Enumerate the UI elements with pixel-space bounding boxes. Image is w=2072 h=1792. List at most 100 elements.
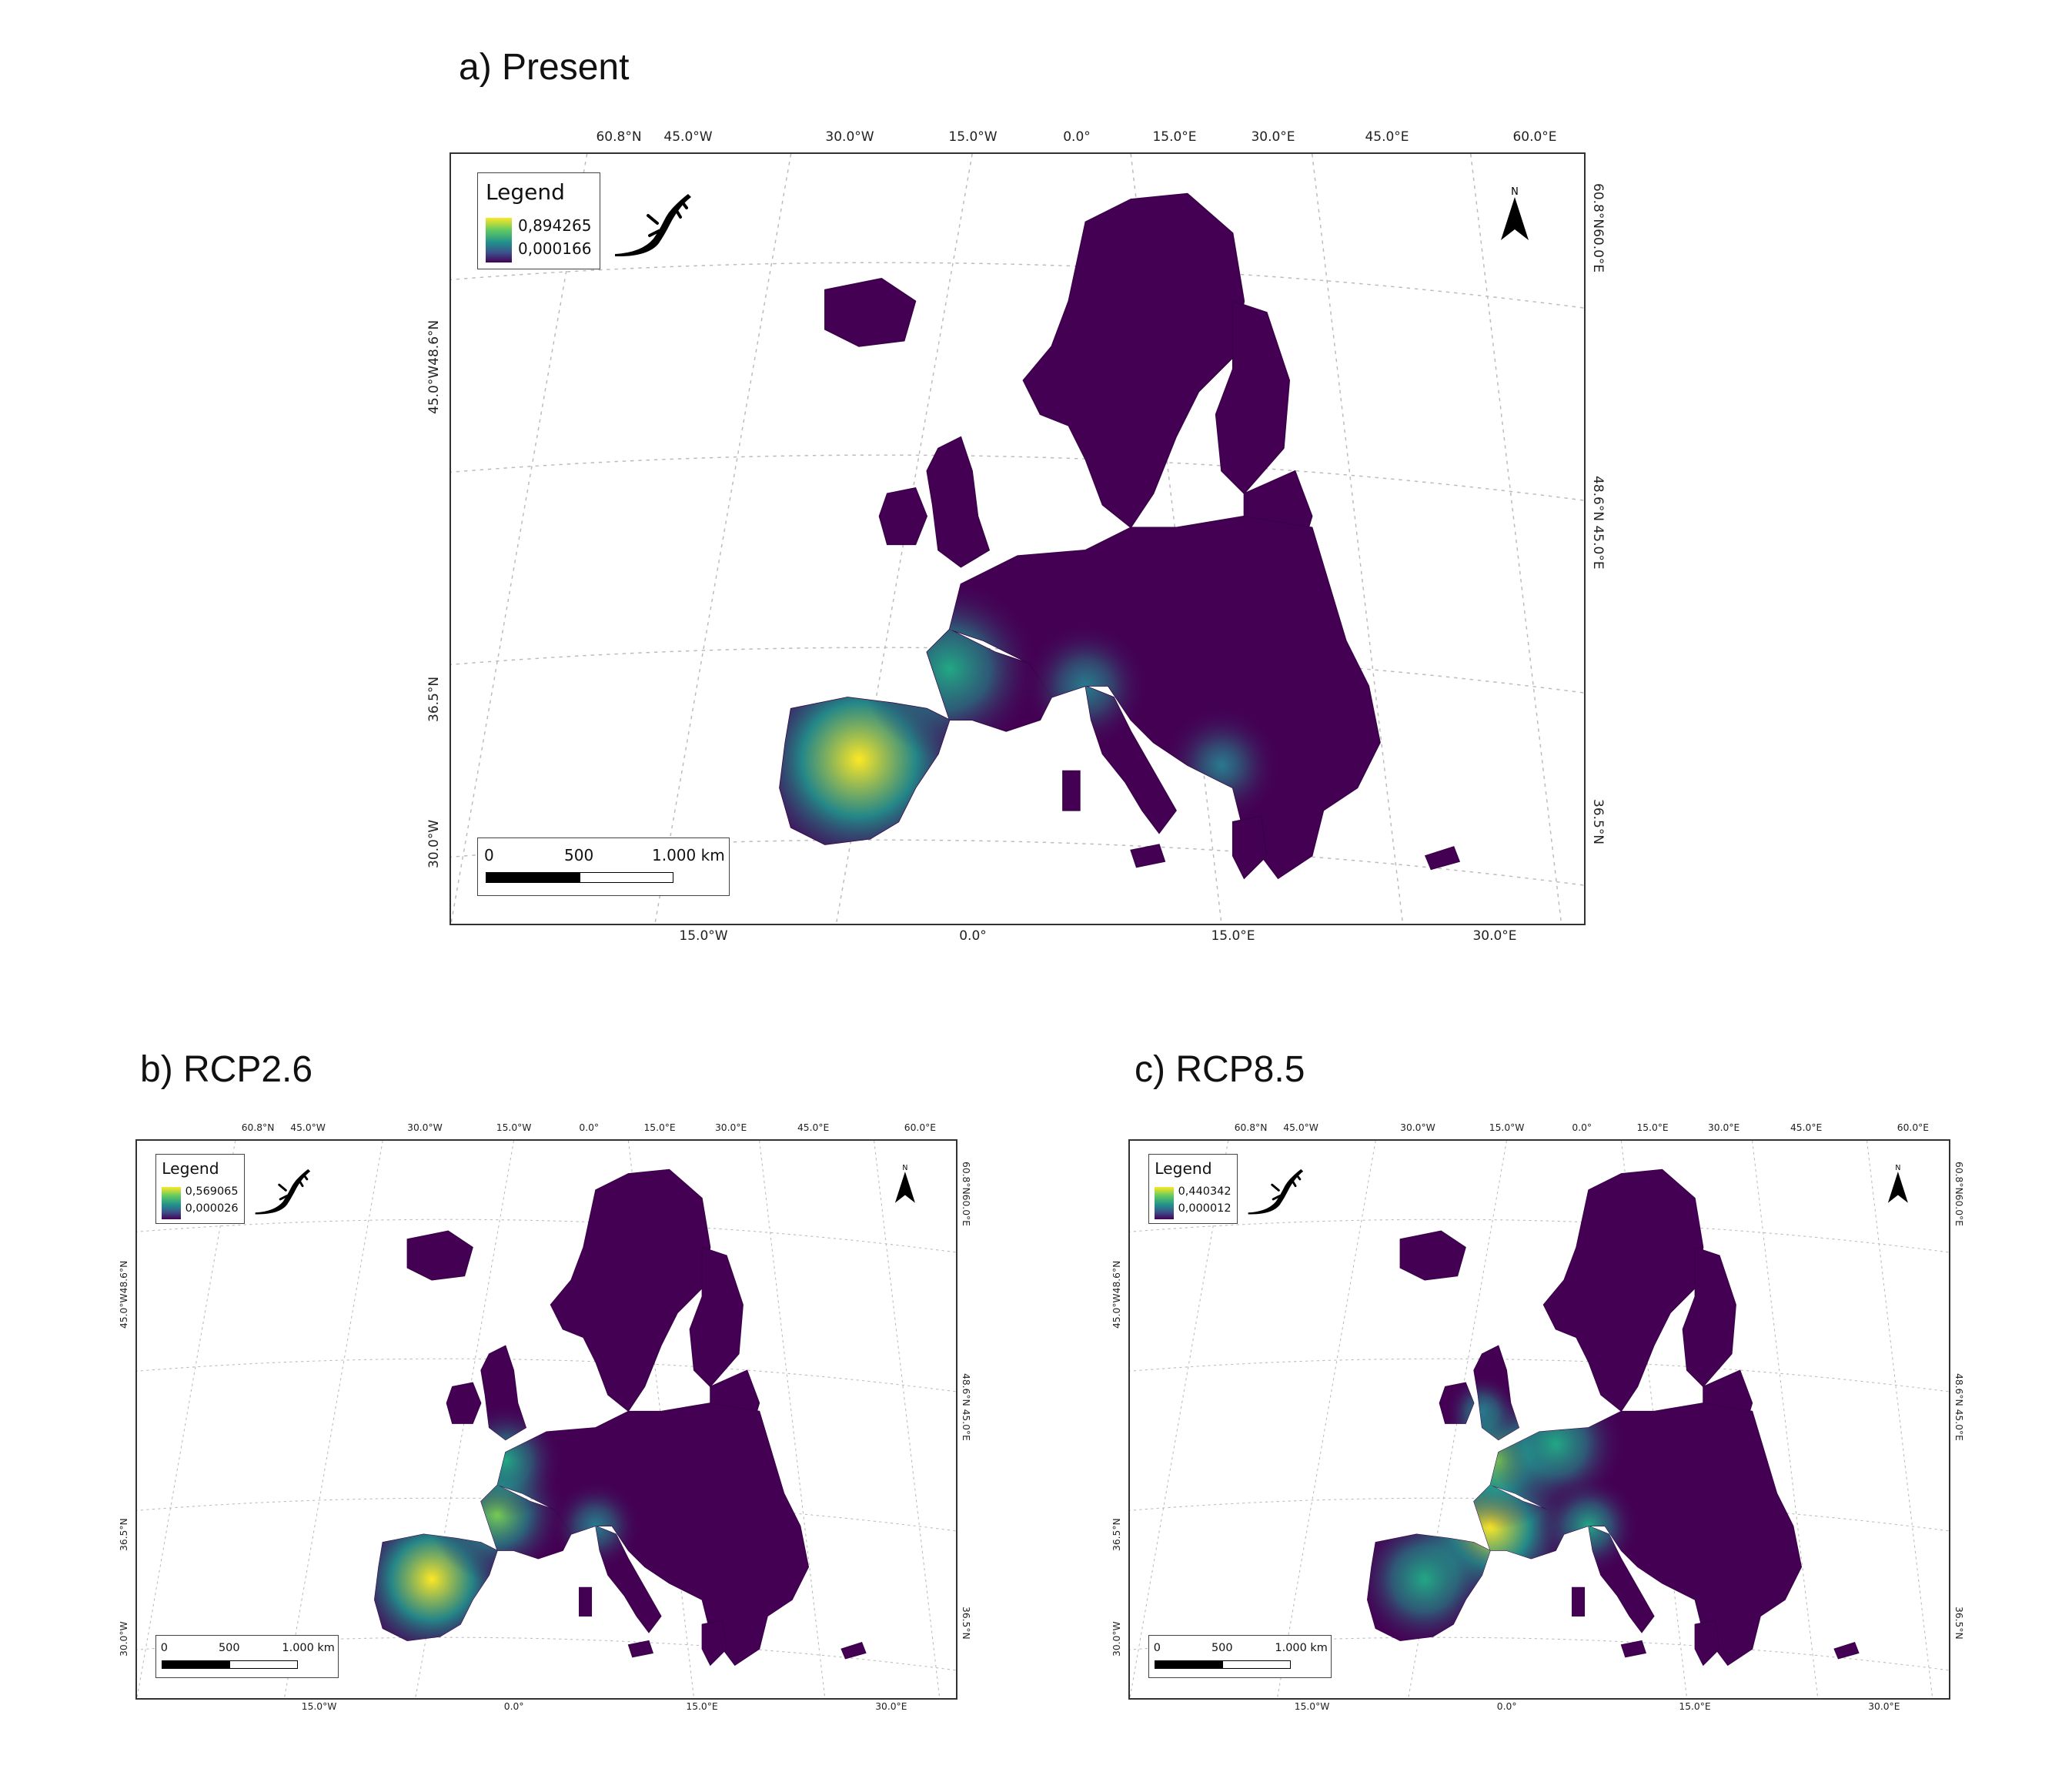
scale-bar-label: 1.000 km [282, 1641, 335, 1654]
legend-color-ramp [486, 218, 512, 262]
graticule-label-right: 48.6°N 45.0°E [1590, 476, 1606, 570]
graticule-label-left: 30.0°W [426, 819, 442, 868]
graticule-label-right: 60.8°N60.0°E [1953, 1161, 1964, 1226]
scale-bar: 0 500 1.000 km [155, 1635, 339, 1678]
legend-min-value: 0,000166 [518, 239, 592, 258]
hotspot-france-southwest [860, 579, 1040, 759]
graticule-label-left: 30.0°W [119, 1621, 130, 1657]
graticule-label-left: 36.5°N [119, 1518, 130, 1552]
land-greece [1232, 815, 1268, 880]
graticule-label-bottom: 15.0°E [1211, 928, 1255, 944]
svg-text:N: N [1896, 1164, 1901, 1172]
graticule-label-top: 45.0°W [1283, 1122, 1318, 1134]
land-cyprus [1424, 846, 1461, 871]
graticule-label-top: 0.0° [1063, 129, 1091, 145]
land-scandinavia [1542, 1168, 1704, 1413]
graticule-label-bottom: 15.0°W [301, 1700, 337, 1712]
graticule-label-top: 60.8°N [596, 129, 642, 145]
scale-bar-segment-black [1155, 1660, 1223, 1669]
legend-min-value: 0,000026 [185, 1202, 239, 1215]
graticule-label-top: 30.0°E [1707, 1122, 1740, 1134]
graticule-label-top: 60.0°E [904, 1122, 937, 1134]
graticule-label-left: 36.5°N [1111, 1518, 1123, 1552]
graticule-label-bottom: 30.0°E [1472, 928, 1517, 944]
graticule-label-top: 60.0°E [1897, 1122, 1930, 1134]
graticule-label-bottom: 15.0°W [679, 928, 728, 944]
north-arrow-icon: N [895, 1164, 916, 1203]
north-arrow-icon: N [1501, 186, 1529, 240]
graticule-label-top: 45.0°W [290, 1122, 326, 1134]
land-sicily [1620, 1640, 1647, 1658]
graticule-label-top: 15.0°W [496, 1122, 532, 1134]
hotspot-france-north [448, 1403, 563, 1518]
svg-text:N: N [903, 1164, 908, 1172]
scale-bar-segment-white [1222, 1660, 1292, 1669]
graticule-label-top: 45.0°E [1365, 129, 1409, 145]
scale-bar: 0 500 1.000 km [477, 837, 730, 896]
graticule-label-left: 45.0°W48.6°N [426, 319, 442, 414]
graticule [451, 154, 1584, 924]
legend-max-value: 0,894265 [518, 216, 592, 235]
graticule-label-top: 15.0°W [1489, 1122, 1525, 1134]
legend: Legend 0,440342 0,000012 [1148, 1153, 1238, 1225]
land-scandinavia [550, 1168, 711, 1413]
graticule-label-right: 60.8°N60.0°E [1590, 183, 1606, 273]
graticule-label-bottom: 15.0°E [1679, 1700, 1711, 1712]
scale-bar: 0 500 1.000 km [1148, 1635, 1332, 1678]
hotspot-iberia [1367, 1506, 1498, 1652]
panel-c-title: c) RCP8.5 [1135, 1049, 1305, 1090]
graticule-label-left: 36.5°N [426, 676, 442, 722]
map-frame [135, 1139, 957, 1700]
map-canvas [1130, 1141, 1949, 1698]
land-sardinia [1062, 770, 1081, 811]
panel-b-title: b) RCP2.6 [140, 1049, 313, 1090]
graticule-label-top: 30.0°E [1251, 129, 1295, 145]
graticule-label-bottom: 30.0°E [1868, 1700, 1900, 1712]
graticule-label-top: 30.0°W [407, 1122, 443, 1134]
graticule-label-left: 30.0°W [1111, 1621, 1123, 1657]
hotspot-italy-north [1539, 1476, 1639, 1576]
legend-title: Legend [1155, 1158, 1212, 1178]
land-cyprus [840, 1641, 867, 1660]
graticule-label-top: 60.8°N [1234, 1122, 1268, 1134]
lizard-icon [615, 194, 691, 257]
graticule-label-right: 36.5°N [1590, 799, 1606, 845]
land-greece [701, 1620, 727, 1667]
north-arrow-icon: N [1888, 1164, 1909, 1203]
legend: Legend 0,569065 0,000026 [155, 1153, 246, 1225]
land-ireland [446, 1382, 482, 1424]
land-ireland [878, 486, 928, 546]
legend-color-ramp [162, 1186, 181, 1219]
graticule-label-bottom: 30.0°E [875, 1700, 907, 1712]
lizard-icon [1248, 1169, 1304, 1215]
legend-max-value: 0,569065 [185, 1185, 239, 1199]
land-greece [1694, 1620, 1720, 1667]
land-sardinia [579, 1586, 593, 1617]
scale-bar-segment-white [580, 872, 673, 883]
graticule-label-left: 45.0°W48.6°N [1111, 1260, 1123, 1329]
graticule-label-bottom: 15.0°E [686, 1700, 718, 1712]
graticule-label-top: 45.0°E [1790, 1122, 1823, 1134]
scale-bar-label: 0 [484, 846, 494, 864]
graticule-label-top: 60.0°E [1512, 129, 1557, 145]
svg-text:N: N [1511, 186, 1519, 198]
land-iceland [1399, 1230, 1466, 1281]
scale-bar-segment-black [162, 1660, 230, 1669]
legend-title: Legend [486, 179, 565, 205]
scale-bar-label: 0 [160, 1641, 168, 1654]
map-canvas [451, 154, 1584, 924]
scale-bar-label: 1.000 km [652, 846, 725, 864]
scale-bar-segment-black [486, 872, 580, 883]
graticule-label-right: 36.5°N [960, 1606, 971, 1640]
scale-bar-segment-white [229, 1660, 299, 1669]
graticule-label-bottom: 0.0° [503, 1700, 524, 1712]
map-canvas [137, 1141, 956, 1698]
legend-color-ramp [1155, 1186, 1174, 1219]
graticule-label-top: 15.0°E [1636, 1122, 1669, 1134]
hotspot-uk-south [1445, 1374, 1519, 1448]
scale-bar-label: 1.000 km [1275, 1641, 1328, 1654]
map-frame [449, 152, 1586, 925]
lizard-icon [255, 1169, 311, 1215]
land-iceland [406, 1230, 473, 1281]
scale-bar-label: 0 [1153, 1641, 1161, 1654]
